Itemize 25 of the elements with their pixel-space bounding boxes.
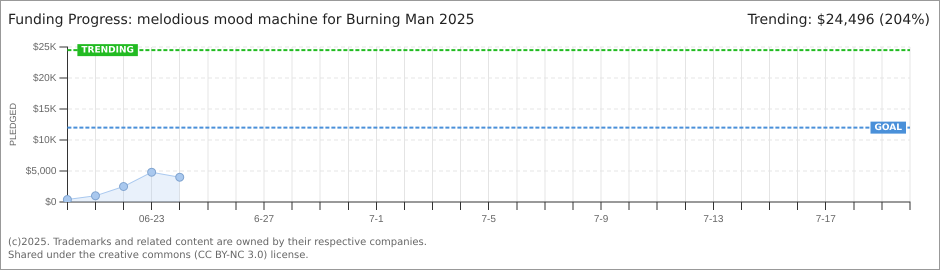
x-tick-label: 06-23 [138,214,165,225]
point [119,182,128,191]
y-tick-label: $5,000 [26,166,57,177]
y-tick-label: $20K [33,72,57,84]
ref-line-label: GOAL [874,122,902,133]
y-tick-label: $15K [33,104,57,115]
ref-line-label: TRENDING [81,45,134,56]
x-tick-label: 7-9 [594,214,609,225]
x-tick-label: 7-5 [481,214,496,225]
y-tick-label: $0 [45,196,57,208]
text: (c)2025. Trademarks and related content are owned by their respective companies. [8,236,427,249]
point [147,168,156,177]
x-tick-label: 6-27 [254,214,274,225]
x-tick-label: 7-17 [816,214,836,225]
y-axis-title: PLEDGED [8,102,18,146]
point [62,195,72,202]
chart-subtitle: Trending: $24,496 (204%) [748,12,930,28]
text: Shared under the creative commons (CC BY-NC 3.0) license. [8,249,310,262]
x-tick-label: 7-13 [703,214,724,225]
point [175,172,184,182]
y-tick-label: $10K [33,134,57,146]
point [90,191,100,200]
chart-title: Funding Progress: melodious mood machine for Burning Man 2025 [8,12,475,28]
x-tick-label: 7-1 [369,214,384,225]
y-tick-label: $25K [33,42,57,53]
